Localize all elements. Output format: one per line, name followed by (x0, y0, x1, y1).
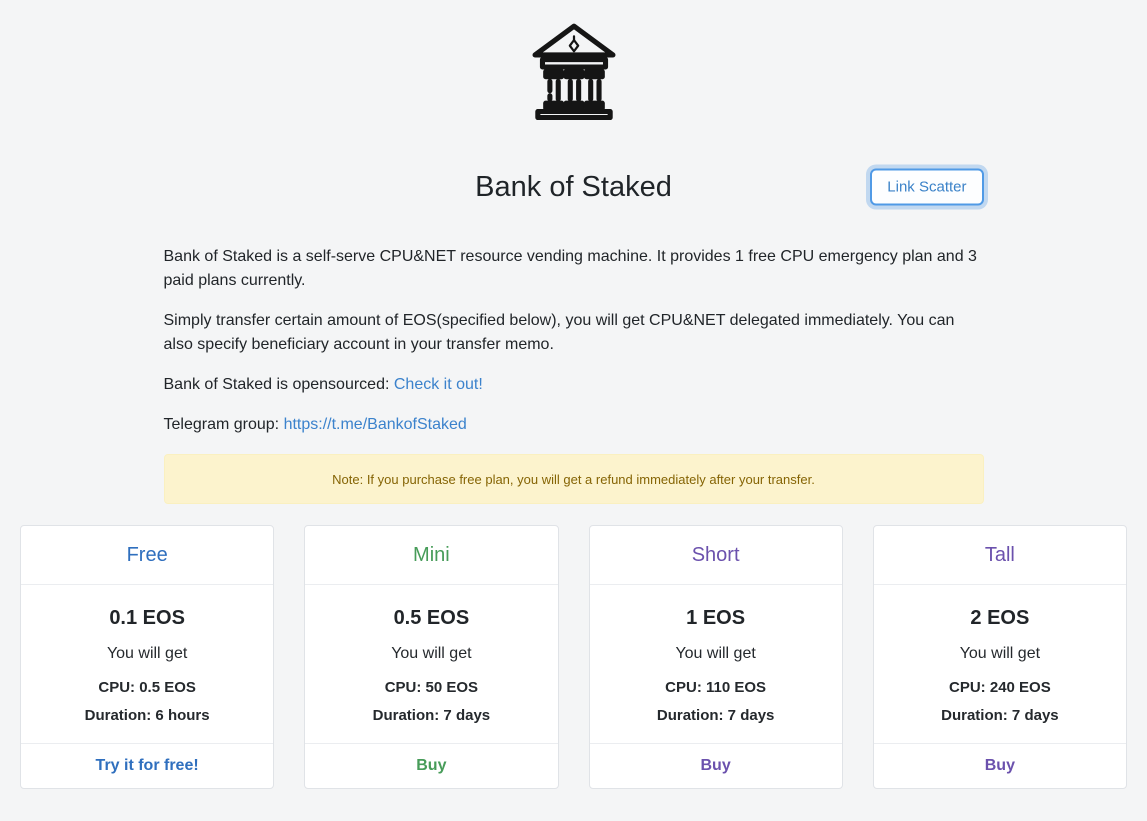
plan-price: 2 EOS (970, 607, 1030, 629)
page-title: Bank of Staked (475, 171, 672, 203)
plan-duration: Duration: 7 days (656, 707, 775, 724)
plan-subtitle: You will get (675, 645, 756, 662)
telegram-group-link[interactable]: https://t.me/BankofStaked (283, 416, 467, 433)
plan-action-button[interactable]: Buy (873, 743, 1126, 788)
plan-name: Tall (873, 526, 1126, 585)
plan-body: 0.5 EOS You will get CPU: 50 EOS Duratio… (305, 585, 557, 743)
bank-building-icon (523, 14, 625, 125)
plan-card-short: Short 1 EOS You will get CPU: 110 EOS Du… (588, 525, 843, 789)
intro-section: Bank of Staked is a self-serve CPU&NET r… (164, 245, 984, 437)
plans-row: Free 0.1 EOS You will get CPU: 0.5 EOS D… (20, 525, 1127, 789)
plan-duration: Duration: 7 days (372, 707, 491, 724)
intro-paragraph-1: Bank of Staked is a self-serve CPU&NET r… (163, 248, 977, 289)
plan-cpu: CPU: 240 EOS (949, 679, 1051, 696)
plan-duration: Duration: 6 hours (84, 707, 210, 724)
plan-action-button[interactable]: Try it for free! (21, 743, 274, 788)
plan-price: 0.1 EOS (109, 607, 185, 629)
title-row: Bank of Staked Link Scatter (164, 168, 984, 206)
plan-duration: Duration: 7 days (941, 707, 1059, 724)
plan-price: 0.5 EOS (393, 607, 470, 629)
plan-subtitle: You will get (959, 645, 1041, 662)
intro-paragraph-3: Bank of Staked is opensourced: Check it … (164, 373, 984, 397)
plan-subtitle: You will get (391, 645, 472, 662)
plan-card-mini: Mini 0.5 EOS You will get CPU: 50 EOS Du… (304, 525, 559, 789)
link-scatter-button[interactable]: Link Scatter (870, 168, 984, 206)
plan-name: Short (589, 526, 842, 585)
plan-card-free: Free 0.1 EOS You will get CPU: 0.5 EOS D… (20, 525, 275, 789)
plan-action-button[interactable]: Buy (589, 743, 842, 788)
plan-action-button[interactable]: Buy (305, 743, 558, 788)
plan-cpu: CPU: 50 EOS (384, 679, 479, 696)
main-content-column: Bank of Staked Link Scatter Bank of Stak… (163, 0, 984, 504)
plan-body: 2 EOS You will get CPU: 240 EOS Duration… (874, 585, 1126, 743)
intro-paragraph-4: Telegram group: https://t.me/BankofStake… (164, 413, 984, 437)
plan-price: 1 EOS (686, 607, 746, 629)
plan-cpu: CPU: 0.5 EOS (98, 679, 196, 696)
note-banner: Note: If you purchase free plan, you wil… (163, 454, 984, 504)
plan-body: 1 EOS You will get CPU: 110 EOS Duration… (590, 585, 842, 743)
plan-cpu: CPU: 110 EOS (665, 679, 767, 696)
opensource-text: Bank of Staked is opensourced: (163, 376, 394, 393)
check-it-out-link[interactable]: Check it out! (393, 376, 483, 393)
plan-name: Free (21, 526, 274, 585)
intro-paragraph-2: Simply transfer certain amount of EOS(sp… (163, 312, 955, 353)
plan-card-tall: Tall 2 EOS You will get CPU: 240 EOS Dur… (872, 525, 1127, 789)
plan-body: 0.1 EOS You will get CPU: 0.5 EOS Durati… (21, 585, 273, 743)
note-text: Note: If you purchase free plan, you wil… (332, 471, 815, 487)
telegram-text: Telegram group: (163, 416, 284, 433)
plan-name: Mini (305, 526, 558, 585)
plan-subtitle: You will get (106, 645, 188, 662)
